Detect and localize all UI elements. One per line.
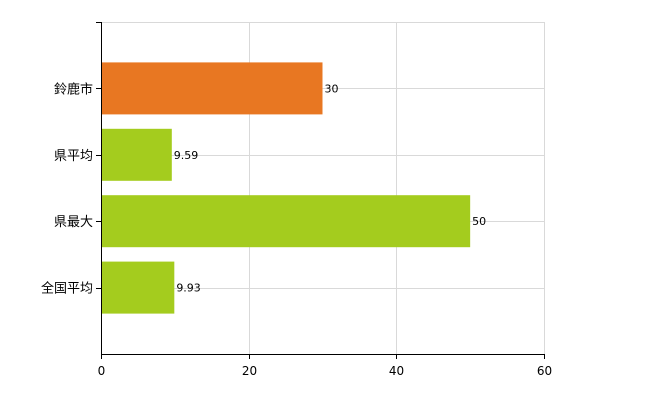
category-label-0: 鈴鹿市 — [54, 81, 93, 97]
x-tick-label-0: 0 — [98, 364, 106, 378]
value-label-0: 30 — [325, 82, 339, 95]
labels: 30 鈴鹿市 9.59 県平均 50 県最大 9.93 全国平均 0 20 40 60 — [41, 81, 552, 378]
axes — [96, 22, 545, 359]
bar-0 — [101, 62, 323, 115]
category-label-2: 県最大 — [54, 215, 93, 230]
x-tick-label-3: 60 — [537, 364, 552, 378]
category-label-3: 全国平均 — [41, 281, 93, 297]
category-label-1: 県平均 — [54, 149, 93, 164]
value-label-1: 9.59 — [174, 149, 199, 162]
bar-2 — [101, 195, 471, 248]
value-label-2: 50 — [472, 215, 486, 228]
value-label-3: 9.93 — [176, 282, 201, 295]
bars — [101, 62, 471, 314]
bar-3 — [101, 261, 175, 314]
x-tick-label-2: 40 — [389, 364, 404, 378]
x-tick-label-1: 20 — [242, 364, 257, 378]
bar-1 — [101, 128, 172, 181]
